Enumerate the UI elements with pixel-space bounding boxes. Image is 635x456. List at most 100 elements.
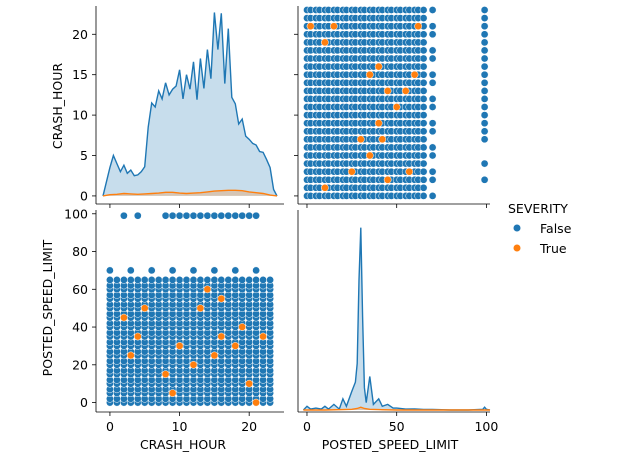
scatter-point-true — [392, 103, 401, 111]
scatter-point-false — [196, 276, 205, 284]
hour-vs-speed-ytick-label: 40 — [72, 320, 88, 335]
legend-label-false: False — [540, 221, 572, 236]
speed-vs-hour-scatter-panel — [294, 6, 490, 208]
scatter-point-false — [480, 119, 489, 128]
scatter-point-false — [147, 276, 156, 284]
scatter-point-false — [428, 192, 437, 200]
y-axis-title-speed-limit: POSTED_SPEED_LIMIT — [40, 239, 55, 376]
scatter-point-false — [133, 211, 142, 220]
scatter-point-false — [419, 95, 428, 103]
scatter-point-false — [419, 70, 428, 79]
speed-kde-false-fill — [303, 227, 490, 410]
scatter-point-false — [419, 192, 428, 200]
hour-vs-speed-ytick-label: 80 — [72, 244, 88, 259]
scatter-point-false — [419, 6, 428, 14]
scatter-point-true — [140, 304, 149, 313]
scatter-point-true — [238, 323, 247, 331]
scatter-point-false — [126, 276, 135, 284]
scatter-point-false — [428, 30, 437, 39]
scatter-point-false — [252, 266, 260, 275]
scatter-point-false — [419, 143, 428, 152]
scatter-point-true — [161, 370, 170, 379]
scatter-point-true — [401, 87, 410, 95]
scatter-point-true — [252, 398, 260, 407]
scatter-point-false — [480, 46, 489, 55]
scatter-point-false — [480, 54, 489, 63]
hour-vs-speed-ytick-label: 0 — [80, 395, 88, 410]
scatter-point-true — [203, 285, 212, 294]
scatter-point-false — [419, 14, 428, 22]
scatter-point-false — [245, 276, 254, 284]
scatter-point-false — [480, 159, 489, 168]
crash-hour-kde-ytick-label: 0 — [80, 188, 88, 203]
scatter-point-false — [126, 266, 135, 275]
scatter-point-false — [168, 276, 177, 284]
legend-label-true: True — [539, 241, 567, 256]
scatter-point-false — [182, 276, 191, 284]
scatter-point-false — [419, 175, 428, 184]
legend-marker-true — [513, 244, 521, 252]
scatter-point-true — [133, 332, 142, 341]
scatter-point-true — [330, 22, 338, 31]
scatter-point-false — [419, 46, 428, 55]
scatter-point-false — [217, 211, 226, 220]
speed-limit-kde-panel: 0 50 100 — [297, 210, 498, 434]
scatter-point-true — [245, 379, 254, 388]
scatter-point-true — [378, 135, 387, 144]
scatter-point-true — [356, 135, 365, 144]
legend: SEVERITY False True — [508, 201, 572, 256]
scatter-point-true — [210, 351, 219, 360]
scatter-point-false — [428, 46, 437, 55]
scatter-point-false — [419, 87, 428, 95]
hour-vs-speed-xtick-label: 20 — [241, 419, 257, 434]
scatter-point-false — [480, 127, 489, 136]
scatter-point-true — [365, 151, 374, 160]
crash-hour-kde-ytick-label: 10 — [72, 108, 88, 123]
scatter-point-true — [168, 389, 177, 397]
scatter-point-false — [106, 266, 114, 275]
x-axis-title-speed-limit: POSTED_SPEED_LIMIT — [322, 437, 459, 452]
scatter-point-false — [168, 266, 177, 275]
scatter-point-false — [428, 6, 437, 14]
scatter-point-false — [419, 119, 428, 128]
scatter-point-true — [120, 313, 128, 322]
scatter-point-false — [189, 276, 198, 284]
scatter-point-false — [231, 276, 240, 284]
scatter-point-false — [224, 276, 233, 284]
scatter-point-false — [203, 276, 212, 284]
scatter-point-false — [210, 266, 219, 275]
scatter-point-false — [252, 276, 260, 284]
scatter-point-false — [419, 62, 428, 71]
scatter-point-false — [428, 127, 437, 136]
speed-kde-xtick-label: 100 — [474, 419, 498, 434]
scatter-point-false — [140, 276, 149, 284]
scatter-point-false — [419, 30, 428, 39]
scatter-point-false — [106, 276, 114, 284]
scatter-point-false — [419, 78, 428, 87]
scatter-point-false — [480, 78, 489, 87]
scatter-point-true — [126, 351, 135, 360]
scatter-point-true — [414, 22, 423, 31]
scatter-point-false — [480, 38, 489, 47]
scatter-point-false — [480, 87, 489, 95]
scatter-point-false — [480, 111, 489, 119]
scatter-point-false — [428, 143, 437, 152]
scatter-point-false — [480, 135, 489, 144]
speed-kde-xtick-label: 0 — [303, 419, 311, 434]
scatter-point-false — [189, 211, 198, 220]
scatter-point-true — [405, 167, 414, 176]
scatter-point-true — [347, 167, 356, 176]
scatter-point-false — [120, 211, 128, 220]
speed-kde-xtick-label: 50 — [389, 419, 405, 434]
scatter-point-false — [419, 159, 428, 168]
scatter-point-false — [480, 95, 489, 103]
scatter-point-false — [210, 276, 219, 284]
scatter-point-false — [419, 38, 428, 47]
scatter-point-false — [480, 14, 489, 22]
crash-hour-kde-ytick-label: 5 — [80, 148, 88, 163]
scatter-point-false — [419, 111, 428, 119]
scatter-point-false — [147, 266, 156, 275]
scatter-point-true — [217, 332, 226, 341]
scatter-point-false — [238, 276, 247, 284]
scatter-point-false — [428, 22, 437, 31]
